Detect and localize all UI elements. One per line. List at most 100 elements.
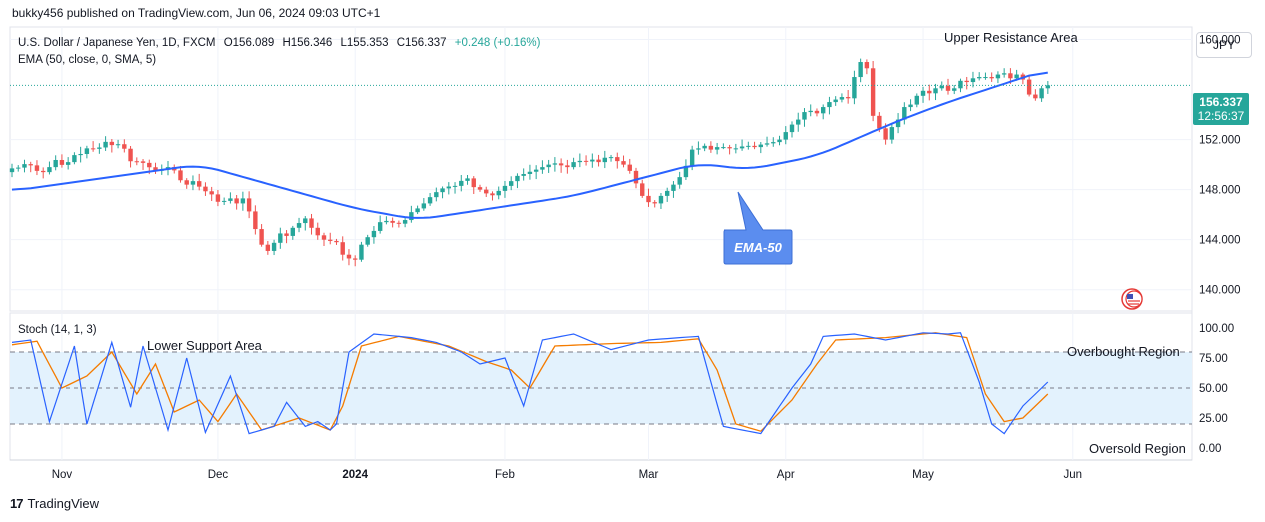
ema-callout-text: EMA-50 [734,240,782,255]
candle-body [796,119,801,125]
candle-body [140,161,146,163]
price-tag-countdown: 12:56:37 [1198,109,1245,123]
currency-button[interactable]: JPY [1196,32,1252,58]
stoch-lines [11,332,1049,435]
candle-body [315,227,320,236]
overbought-label: Overbought Region [1067,344,1180,359]
candle-body [471,178,476,188]
candle-body [558,163,564,166]
candle-body [53,159,58,168]
candle-body [502,185,508,191]
stoch-k-line [11,332,1049,435]
ohlc-high: H156.346 [282,37,332,49]
candle-body [296,223,302,228]
symbol-name: U.S. Dollar / Japanese Yen, 1D, FXCM [18,37,216,49]
candle-body [465,178,470,181]
candle-body [1033,94,1038,99]
ema-legend: EMA (50, close, 0, SMA, 5) [18,54,156,66]
candle-body [390,220,395,223]
tradingview-mark-icon: 17 [10,496,24,511]
candle-body [945,85,951,91]
candle-body [9,168,15,173]
candle-body [415,208,420,213]
published-by-text: bukky456 published on TradingView.com, J… [12,6,381,20]
candle-body [34,165,40,171]
candle-body [577,160,583,163]
candle-body [409,212,414,221]
candle-body [758,144,763,148]
time-tick-label: Mar [639,469,659,481]
candle-body [215,194,221,202]
candle-body [440,188,445,193]
candle-body [665,190,670,196]
candle-body [983,77,988,79]
candle-body [727,147,732,149]
candle-body [1039,88,1044,99]
candle-body [1045,85,1051,89]
candle-body [858,62,863,78]
candle-body [608,157,614,159]
stoch-axis[interactable]: 100.00 75.00 50.00 25.00 0.00 [1199,323,1234,455]
upper-resistance-label: Upper Resistance Area [944,30,1078,45]
candle-body [459,180,464,186]
candle-body [221,200,227,202]
candle-body [184,180,189,185]
candle-body [246,198,252,212]
candle-body [677,177,682,185]
candle-body [240,198,246,204]
candle-body [340,242,345,255]
tradingview-logo-text: TradingView [27,496,100,511]
candle-body [989,77,994,79]
stoch-tick-label: 75.00 [1199,353,1228,365]
candle-body [1008,73,1013,79]
candle-body [908,104,913,108]
time-axis[interactable]: Nov Dec 2024 Feb Mar Apr May Jun [52,469,1082,481]
candle-body [889,127,895,140]
ema-50-line-group [11,71,1048,219]
candle-body [490,193,495,196]
candle-body [546,164,551,168]
candle-body [128,148,133,162]
candle-body [521,174,526,176]
candle-body [271,242,277,251]
us-flag-icon [1121,288,1143,310]
ohlc-close: C156.337 [397,37,447,49]
candle-body [977,77,982,79]
candle-body [328,239,333,241]
candle-body [122,144,127,149]
ohlc-open: O156.089 [224,37,275,49]
tradingview-logo[interactable]: 17 TradingView [10,496,99,511]
time-tick-label: Nov [52,469,73,481]
candle-body [303,218,308,224]
candle-body [845,97,851,99]
candle-body [671,184,676,191]
stoch-tick-label: 100.00 [1199,323,1234,335]
candle-body [933,88,938,94]
candle-body [484,189,489,194]
candle-body [446,186,451,189]
candle-body [197,181,202,187]
candle-body [696,148,701,150]
candlesticks [9,58,1051,267]
candle-body [652,202,657,204]
ema-50-line [11,71,1048,219]
candle-body [434,192,439,198]
candle-body [689,149,695,166]
candle-body [353,258,358,260]
candle-body [103,141,108,148]
stoch-legend: Stoch (14, 1, 3) [18,324,97,336]
candle-body [1014,74,1019,79]
candle-body [721,147,726,149]
lower-support-label: Lower Support Area [147,338,263,353]
candle-body [583,160,589,162]
candle-body [552,163,558,165]
candle-body [533,169,539,172]
price-axis[interactable]: 140.000 144.000 148.000 152.000 160.000 [1199,35,1241,297]
candle-body [714,147,720,150]
candle-body [970,78,976,83]
candle-body [365,237,370,245]
candle-body [452,185,458,187]
candle-body [633,170,639,184]
candle-body [496,190,501,196]
